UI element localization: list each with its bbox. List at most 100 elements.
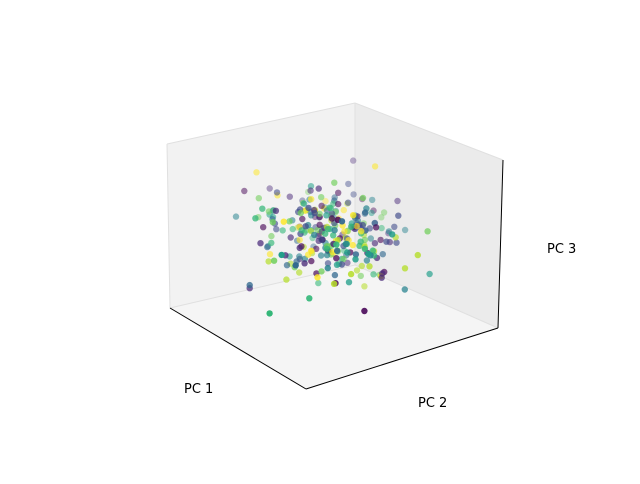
axes-edges xyxy=(166,102,504,390)
data-point xyxy=(394,197,401,205)
data-points xyxy=(232,157,433,317)
data-point xyxy=(367,235,374,242)
data-point xyxy=(299,215,306,223)
x-axis-label: PC 1 xyxy=(184,382,213,397)
data-point xyxy=(286,218,293,225)
data-point xyxy=(269,219,276,226)
data-point xyxy=(289,225,296,233)
data-point xyxy=(308,196,315,203)
data-point xyxy=(361,307,368,315)
data-point xyxy=(371,163,379,170)
data-point xyxy=(323,212,330,219)
data-point xyxy=(393,239,400,246)
data-point xyxy=(359,221,366,229)
pane-floor xyxy=(170,265,498,389)
data-point xyxy=(300,200,308,207)
data-point xyxy=(414,251,421,259)
data-point xyxy=(358,228,365,235)
data-point xyxy=(352,256,359,263)
data-point xyxy=(380,209,388,216)
data-point xyxy=(331,271,339,279)
data-point xyxy=(326,204,333,211)
data-point xyxy=(357,272,364,280)
data-point xyxy=(377,236,384,244)
x-axis-line xyxy=(169,307,307,390)
data-point xyxy=(370,207,377,214)
data-point xyxy=(292,262,299,269)
data-point xyxy=(306,295,313,302)
data-point xyxy=(344,199,352,206)
data-point xyxy=(361,245,369,252)
data-point xyxy=(333,241,340,248)
data-point xyxy=(395,212,402,219)
data-point xyxy=(349,241,356,249)
data-point xyxy=(323,251,331,259)
data-point xyxy=(266,185,273,192)
pane-edge xyxy=(166,143,171,309)
data-point xyxy=(379,251,386,258)
data-point xyxy=(305,204,312,212)
axes-panes xyxy=(167,103,503,389)
data-point xyxy=(296,244,303,252)
data-point xyxy=(383,238,390,245)
data-point xyxy=(283,262,291,269)
data-point xyxy=(266,310,273,317)
data-point xyxy=(287,234,294,241)
data-point xyxy=(363,257,371,264)
data-point xyxy=(315,185,322,192)
data-point xyxy=(265,258,272,265)
data-point xyxy=(350,212,357,219)
data-point xyxy=(286,193,293,200)
data-point xyxy=(270,257,278,264)
data-point xyxy=(253,169,260,176)
data-point xyxy=(365,250,372,258)
data-point xyxy=(257,240,264,247)
data-point xyxy=(264,243,271,251)
data-point xyxy=(362,209,369,216)
data-point xyxy=(297,209,304,217)
data-point xyxy=(335,200,342,208)
pane-edge xyxy=(166,102,356,145)
data-point xyxy=(330,232,337,239)
data-point xyxy=(361,283,368,290)
data-point xyxy=(241,187,248,195)
data-point xyxy=(333,261,341,268)
data-point xyxy=(391,223,398,230)
data-point xyxy=(330,200,337,207)
data-point xyxy=(296,269,303,276)
data-point xyxy=(324,225,332,233)
data-point xyxy=(255,195,262,202)
data-point xyxy=(296,236,303,244)
data-point xyxy=(368,209,375,217)
data-point xyxy=(329,248,336,256)
data-point xyxy=(278,251,285,259)
pane-back-right xyxy=(355,103,503,328)
data-point xyxy=(316,210,323,217)
data-point xyxy=(232,213,240,220)
data-point xyxy=(318,268,325,275)
data-point xyxy=(298,227,305,234)
data-point xyxy=(366,263,373,270)
data-point xyxy=(272,207,280,214)
data-point xyxy=(424,228,431,235)
data-point xyxy=(318,194,325,201)
data-point xyxy=(389,231,396,238)
data-point xyxy=(345,180,352,188)
data-point xyxy=(301,260,308,267)
data-point xyxy=(316,221,323,228)
data-point xyxy=(359,194,367,202)
data-point xyxy=(370,271,377,278)
data-point xyxy=(302,223,309,230)
data-point xyxy=(378,224,385,232)
data-point xyxy=(283,276,290,283)
data-point xyxy=(259,205,266,212)
data-point xyxy=(318,236,325,243)
y-axis-line xyxy=(305,327,499,390)
data-point xyxy=(323,245,331,253)
data-point xyxy=(401,286,408,293)
data-point xyxy=(333,247,341,255)
data-point xyxy=(401,226,409,234)
data-point xyxy=(273,226,280,233)
